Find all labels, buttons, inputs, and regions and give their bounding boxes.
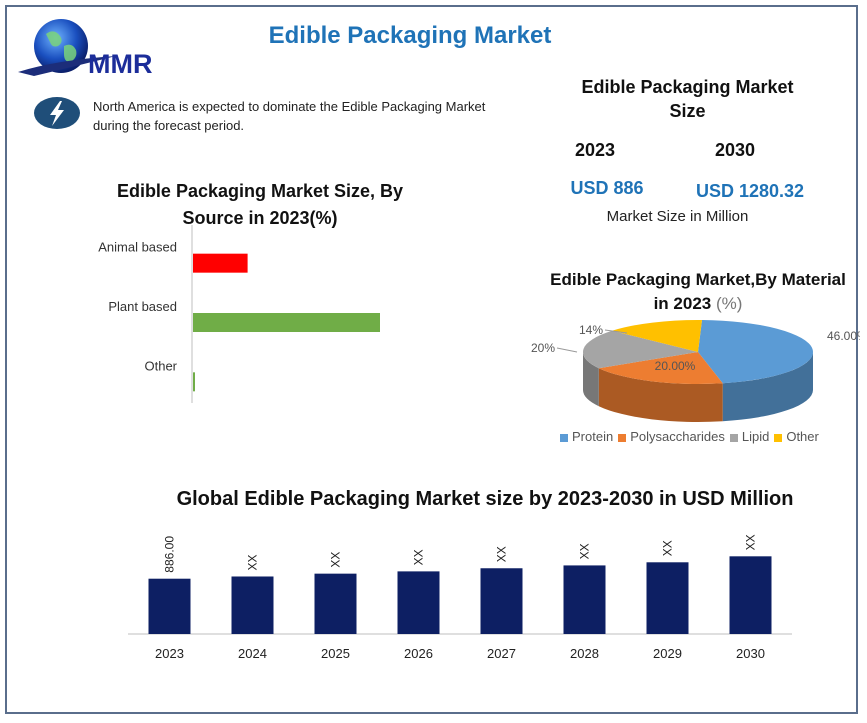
- source-category-label: Plant based: [108, 299, 177, 314]
- year-tick-label: 2024: [238, 646, 267, 661]
- pie-data-label: 14%: [579, 323, 603, 337]
- material-pie-chart: 46.00% 20.00% 20% 14%: [531, 320, 860, 422]
- pie-data-label: 46.00%: [827, 329, 860, 343]
- year-bar: [231, 576, 274, 634]
- year-bar: [480, 568, 523, 634]
- bar-data-label: XX: [495, 546, 509, 562]
- pie-slice-side: [598, 368, 723, 422]
- bar-data-label: 886.00: [163, 536, 177, 573]
- pie-slice-side: [722, 352, 813, 422]
- market-size-bar-chart: 2023 886.00 2024 XX 2025 XX 2026 XX 2027 XX 2028 XX…: [128, 534, 792, 661]
- market-size-title: Edible Packaging Market Size: [581, 77, 794, 121]
- pie-title-unit: (%): [715, 294, 743, 313]
- pie-slice-side: [583, 352, 599, 407]
- pie-slice: [698, 320, 813, 384]
- source-bar: [193, 313, 380, 332]
- pie-legend-item: Polysaccharides: [618, 429, 725, 444]
- pie-legend-item: Other: [774, 429, 819, 444]
- bar-data-label: XX: [412, 549, 426, 565]
- pie-title-text: Edible Packaging Market,By Material in 2…: [550, 270, 846, 313]
- pie-slice: [598, 352, 723, 384]
- year-tick-label: 2029: [653, 646, 682, 661]
- bar-data-label: XX: [578, 543, 592, 559]
- bar-data-label: XX: [744, 534, 758, 550]
- source-bar: [193, 372, 195, 392]
- globe-icon: [34, 19, 88, 73]
- year-tick-label: 2026: [404, 646, 433, 661]
- year-bar: [646, 562, 689, 634]
- legend-swatch: [560, 433, 568, 442]
- pie-legend: Protein Polysaccharides Lipid Other: [560, 429, 855, 444]
- year-tick-label: 2028: [570, 646, 599, 661]
- pie-slice: [583, 330, 698, 369]
- year-bar: [729, 556, 772, 634]
- legend-label: Lipid: [741, 429, 770, 444]
- source-category-label: Other: [144, 358, 177, 373]
- lightning-bolt-icon: [34, 97, 80, 129]
- legend-swatch: [618, 433, 627, 442]
- market-size-caption: Market Size in Million: [606, 208, 749, 225]
- highlight-text: North America is expected to dominate th…: [93, 99, 486, 133]
- source-bar-chart: Animal based Plant based Other: [98, 225, 380, 403]
- pie-data-label: 20%: [531, 341, 555, 355]
- legend-label: Protein: [572, 429, 614, 444]
- pie-legend-item: Protein: [560, 429, 613, 444]
- year-bar: [314, 573, 357, 634]
- year-tick-label: 2030: [736, 646, 765, 661]
- source-bar: [193, 253, 248, 273]
- pie-leader-line: [604, 329, 628, 334]
- year-tick-label: 2023: [155, 646, 184, 661]
- pie-leader-line: [556, 347, 578, 353]
- legend-swatch: [774, 433, 783, 442]
- year-end: 2030: [714, 140, 756, 160]
- year-start: 2023: [574, 140, 616, 160]
- bar-data-label: XX: [246, 554, 260, 570]
- value-end: USD 1280.32: [695, 181, 805, 201]
- page-title: Edible Packaging Market: [268, 22, 552, 49]
- pie-data-label: 20.00%: [655, 359, 696, 373]
- year-bar: [148, 578, 191, 634]
- value-start: USD 886: [570, 178, 644, 198]
- pie-chart-title: Edible Packaging Market,By Material in 2…: [548, 268, 848, 316]
- pie-legend-item: Lipid: [729, 429, 770, 444]
- bar-data-label: XX: [329, 552, 343, 568]
- legend-label: Polysaccharides: [630, 429, 725, 444]
- bar-data-label: XX: [661, 540, 675, 556]
- logo-text: MMR: [88, 49, 152, 79]
- infographic-frame: [5, 5, 858, 714]
- mmr-logo: MMR: [18, 19, 152, 79]
- source-chart-title: Edible Packaging Market Size, By Source …: [116, 181, 404, 228]
- year-bar: [563, 565, 606, 634]
- bar-chart-title: Global Edible Packaging Market size by 2…: [176, 488, 794, 510]
- year-tick-label: 2027: [487, 646, 516, 661]
- legend-label: Other: [786, 429, 819, 444]
- source-category-label: Animal based: [98, 240, 177, 255]
- year-tick-label: 2025: [321, 646, 350, 661]
- pie-slice: [612, 320, 703, 352]
- year-bar: [397, 571, 440, 634]
- legend-swatch: [729, 433, 738, 442]
